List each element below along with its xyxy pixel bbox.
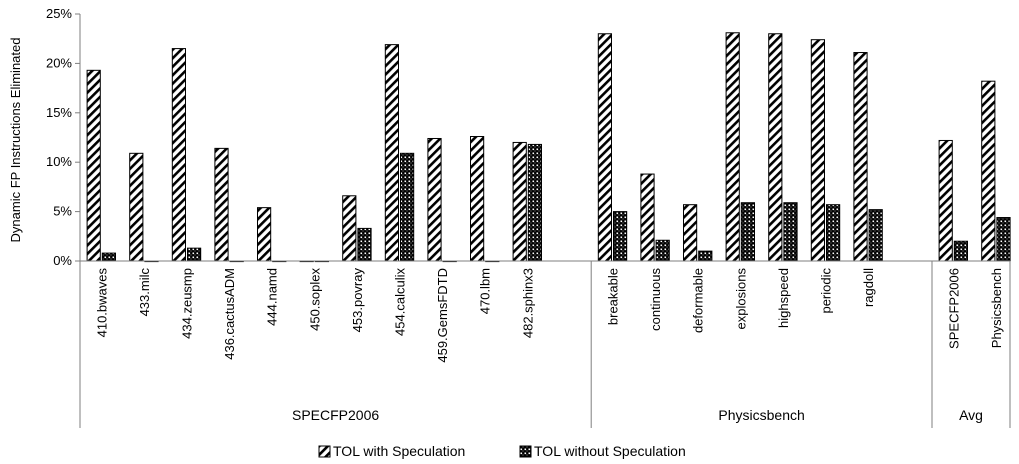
legend-swatch-without-speculation — [519, 445, 532, 458]
y-tick-label: 5% — [53, 204, 72, 219]
bar-without-speculation — [698, 250, 713, 262]
x-tick-label: 482.sphinx3 — [520, 268, 535, 338]
bar-without-speculation — [187, 247, 202, 262]
y-tick-label: 10% — [46, 154, 72, 169]
x-tick-label: explosions — [733, 268, 748, 330]
bar-with-speculation — [725, 32, 740, 262]
bar-without-speculation — [826, 204, 841, 262]
bar-with-speculation — [214, 147, 229, 262]
bar-with-speculation — [86, 69, 101, 262]
x-tick-label: breakable — [606, 268, 621, 325]
y-axis: 0% 5% 10% 15% 20% 25% — [46, 6, 81, 268]
y-axis-label: Dynamic FP Instructions Eliminated — [8, 38, 23, 243]
x-tick-label: Physicsbench — [989, 268, 1004, 348]
bars — [86, 32, 1011, 263]
x-tick-label: 454.calculix — [393, 268, 408, 336]
x-tick-label: continuous — [648, 268, 663, 331]
x-tick-label: 410.bwaves — [94, 268, 109, 338]
x-axis: 410.bwaves 433.milc 434.zeusmp 436.cactusAD… — [79, 260, 1011, 428]
bar-with-speculation — [768, 33, 783, 262]
group-label: Avg — [959, 407, 983, 423]
bar-without-speculation — [783, 202, 798, 262]
y-tick-label: 20% — [46, 55, 72, 70]
bar-with-speculation — [342, 195, 357, 262]
legend-label-without-speculation: TOL without Speculation — [534, 443, 686, 459]
bar-without-speculation — [101, 252, 117, 262]
x-tick-label: periodic — [819, 268, 834, 314]
bar-without-speculation — [996, 217, 1011, 262]
bar-with-speculation — [171, 48, 187, 262]
bar-with-speculation — [938, 139, 953, 262]
bar-without-speculation — [953, 240, 968, 262]
bar-with-speculation — [981, 80, 996, 262]
bar-with-speculation — [512, 141, 527, 262]
group-label: Physicsbench — [718, 407, 804, 423]
bar-with-speculation — [470, 136, 485, 262]
bar-with-speculation — [257, 207, 272, 262]
x-tick-label: 444.namd — [265, 268, 280, 326]
x-tick-label: 436.cactusADM — [222, 268, 237, 360]
bar-without-speculation — [357, 227, 372, 262]
x-tick-label: highspeed — [776, 268, 791, 328]
bar-with-speculation — [640, 173, 655, 262]
group-label: SPECFP2006 — [292, 407, 379, 423]
bar-without-speculation — [613, 211, 628, 262]
bar-with-speculation — [853, 52, 868, 262]
bar-without-speculation — [740, 202, 755, 262]
bar-without-speculation — [868, 209, 883, 262]
y-tick-label: 15% — [46, 105, 72, 120]
x-tick-label: SPECFP2006 — [946, 268, 961, 349]
bar-without-speculation — [527, 143, 542, 262]
legend-label-with-speculation: TOL with Speculation — [333, 443, 465, 459]
x-tick-label: 433.milc — [137, 268, 152, 317]
y-tick-label: 0% — [53, 253, 72, 268]
x-tick-label: ragdoll — [861, 268, 876, 307]
x-tick-label: deformable — [691, 268, 706, 333]
bar-with-speculation — [129, 152, 144, 262]
x-tick-label: 459.GemsFDTD — [435, 268, 450, 363]
bar-with-speculation — [427, 137, 442, 262]
legend: TOL with Speculation TOL without Specula… — [318, 443, 686, 459]
x-tick-label: 434.zeusmp — [180, 268, 195, 339]
x-tick-label: 453.povray — [350, 268, 365, 333]
bar-with-speculation — [597, 33, 612, 262]
y-tick-label: 25% — [46, 6, 72, 21]
x-tick-label: 450.soplex — [307, 268, 322, 331]
bar-without-speculation — [400, 152, 415, 262]
legend-swatch-with-speculation — [318, 445, 331, 458]
x-tick-label: 470.lbm — [478, 268, 493, 314]
bar-with-speculation — [683, 204, 698, 262]
bar-without-speculation — [655, 239, 670, 262]
bar-with-speculation — [810, 39, 825, 262]
bar-with-speculation — [384, 44, 399, 262]
